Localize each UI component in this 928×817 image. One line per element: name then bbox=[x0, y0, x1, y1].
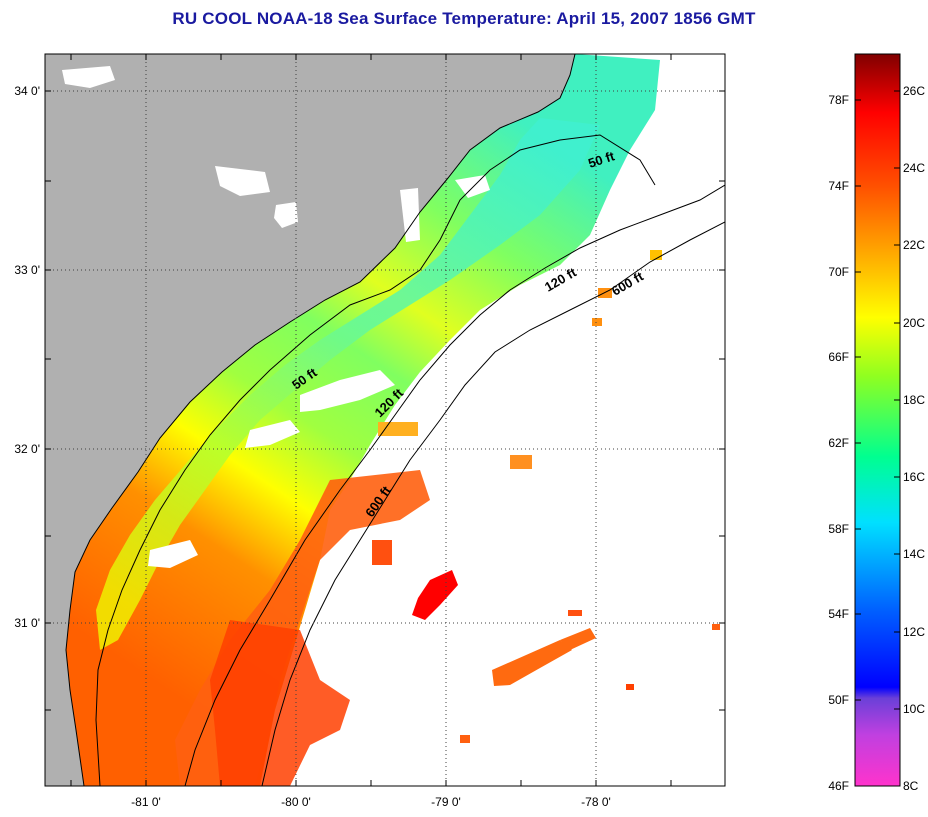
warm-patch-isolated bbox=[412, 570, 458, 620]
warm-patch-south bbox=[210, 620, 350, 786]
cloud-inland bbox=[215, 166, 270, 196]
colorbar-c-label: 8C bbox=[903, 779, 919, 793]
land-area bbox=[45, 54, 575, 786]
warm-speck bbox=[510, 455, 532, 469]
lon-label-80: -80 0' bbox=[281, 795, 311, 809]
cloud-mask bbox=[455, 175, 490, 198]
lon-label-81: -81 0' bbox=[131, 795, 161, 809]
warm-speck bbox=[592, 318, 602, 326]
map-frame bbox=[44, 53, 726, 787]
isobath-50ft bbox=[95, 134, 656, 786]
sst-field bbox=[66, 54, 660, 786]
warm-speck bbox=[626, 684, 634, 690]
cloud-inland bbox=[62, 66, 115, 88]
colorbar-f-label: 46F bbox=[828, 779, 849, 793]
lat-label-32: 32 0' bbox=[14, 442, 40, 456]
lat-label-33: 33 0' bbox=[14, 263, 40, 277]
colorbar-c-label: 26C bbox=[903, 84, 925, 98]
colorbar-c-label: 18C bbox=[903, 393, 925, 407]
warm-speck bbox=[712, 624, 720, 630]
map-title: RU COOL NOAA-18 Sea Surface Temperature:… bbox=[172, 9, 756, 28]
cloud-mask bbox=[148, 540, 198, 568]
colorbar-f-label: 58F bbox=[828, 522, 849, 536]
contour-label-600ft-north: 600 ft bbox=[609, 268, 646, 298]
colorbar-c-label: 16C bbox=[903, 470, 925, 484]
colorbar-c-label: 24C bbox=[903, 161, 925, 175]
colorbar-c-label: 20C bbox=[903, 316, 925, 330]
lon-label-78: -78 0' bbox=[581, 795, 611, 809]
warm-speck bbox=[460, 735, 470, 743]
nearshore-band bbox=[96, 118, 600, 650]
warm-speck bbox=[372, 540, 392, 565]
colorbar-f-label: 74F bbox=[828, 179, 849, 193]
colorbar-f-label: 50F bbox=[828, 693, 849, 707]
warm-speck bbox=[568, 610, 582, 616]
colorbar-f-label: 54F bbox=[828, 607, 849, 621]
colorbar-c-label: 10C bbox=[903, 702, 925, 716]
cloud-inland bbox=[274, 202, 298, 228]
warm-patch-east-2 bbox=[560, 628, 596, 650]
colorbar-f-label: 66F bbox=[828, 350, 849, 364]
warm-patch-east bbox=[492, 640, 572, 686]
colorbar-f-label: 70F bbox=[828, 265, 849, 279]
coastline bbox=[65, 54, 576, 786]
cloud-inland bbox=[400, 188, 420, 242]
colorbar-c-label: 14C bbox=[903, 547, 925, 561]
colorbar-ticks bbox=[855, 90, 900, 710]
isobath-120ft bbox=[184, 184, 725, 786]
cloud-mask bbox=[300, 370, 395, 412]
colorbar-c-label: 22C bbox=[903, 238, 925, 252]
colorbar-f-label: 62F bbox=[828, 436, 849, 450]
colorbar-c-label: 12C bbox=[903, 625, 925, 639]
colorbar bbox=[854, 53, 901, 787]
lon-label-79: -79 0' bbox=[431, 795, 461, 809]
warm-speck bbox=[650, 250, 662, 260]
isobath-600ft bbox=[261, 221, 725, 786]
colorbar-f-label: 78F bbox=[828, 93, 849, 107]
graticule bbox=[45, 54, 725, 786]
lat-label-34: 34 0' bbox=[14, 84, 40, 98]
warm-speck bbox=[378, 422, 418, 436]
lat-label-31: 31 0' bbox=[14, 616, 40, 630]
cloud-mask bbox=[245, 420, 300, 448]
tick-marks bbox=[45, 54, 725, 786]
